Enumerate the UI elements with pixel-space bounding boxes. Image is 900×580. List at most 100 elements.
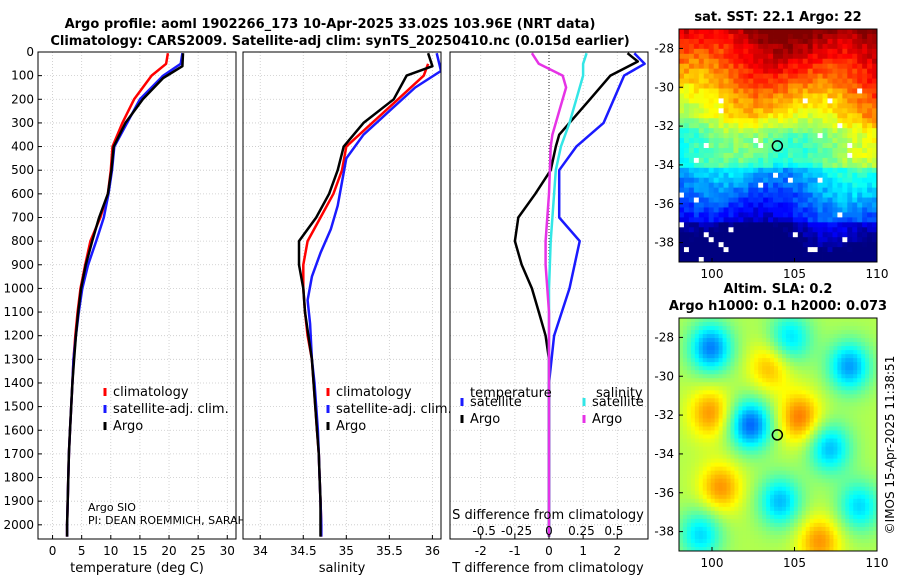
sla-cell [730,346,735,351]
sst-cell [822,88,828,94]
sla-cell [829,382,834,387]
sst-cell [688,78,695,84]
sla-cell [837,398,842,403]
temp-xtick-label: 30 [220,544,235,558]
sla-cell [809,542,815,548]
sla-cell [702,362,708,367]
sla-cell [797,506,803,512]
sst-cell [862,78,868,84]
temp-xtick-label: 20 [161,544,176,558]
sst-cell [683,247,690,253]
sla-cell [726,370,731,375]
sst-cell [758,58,764,65]
sst-cell [847,43,853,50]
sst-cell [763,63,769,70]
sla-cell [770,354,775,359]
sla-cell [778,430,783,435]
sla-cell [710,330,716,335]
sla-cell [817,406,822,411]
sla-cell [758,422,763,427]
sla-cell [726,462,731,468]
sla-cell [865,510,870,516]
sla-cell [734,394,739,399]
sst-cell [837,222,843,228]
sla-cell [781,478,787,484]
sla-cell [758,362,763,367]
sst-cell [733,103,739,109]
sla-cell [781,522,787,528]
sst-cell [763,123,769,129]
sst-cell [733,157,739,164]
sst-cell [852,78,858,84]
sla-cell [857,354,862,359]
sla-cell [774,410,779,415]
sla-cell [718,362,723,367]
sla-cell [690,438,696,443]
sla-cell [845,434,850,439]
sla-cell [809,470,815,476]
sla-cell [774,326,779,331]
sla-cell [821,542,826,548]
sla-cell [821,498,826,504]
sla-cell [738,490,743,496]
sla-cell [738,518,743,524]
sla-cell [706,382,712,387]
sla-cell [845,350,850,355]
sla-cell [758,374,763,379]
sla-cell [682,342,688,347]
sla-cell [710,406,716,411]
sla-cell [797,522,803,528]
sla-cell [833,518,838,524]
sst-cell [867,202,873,208]
sla-cell [706,390,712,395]
sst-cell [693,108,700,114]
sla-cell [845,334,850,339]
sla-cell [738,434,743,439]
sla-cell [793,458,799,464]
sla-cell [714,470,719,476]
sst-cell [679,33,685,40]
sst-cell [763,162,769,169]
sst-cell [787,103,794,109]
sla-cell [817,498,822,504]
sla-cell [694,486,700,492]
sla-cell [861,466,866,472]
sst-cell [782,93,789,99]
sst-cell [758,93,764,99]
sla-cell [710,414,716,419]
sst-cell [698,103,705,109]
sla-cell [686,326,692,331]
sla-cell [805,482,811,488]
sst-cell [693,43,700,50]
sla-cell [710,490,716,496]
sst-cell [812,128,818,134]
sla-cell [789,426,795,431]
sla-cell [793,326,799,331]
sst-cell [693,242,700,248]
sla-cell [722,330,727,335]
sla-cell [706,458,712,464]
sla-cell [817,342,822,347]
sla-cell [750,338,755,343]
sla-cell [710,446,716,451]
sla-cell [833,522,838,528]
sla-cell [714,546,719,551]
sst-cell [738,177,744,184]
sla-cell [686,450,692,455]
sla-cell [845,422,850,427]
sla-cell [750,446,755,451]
sla-cell [861,426,866,431]
sst-cell [797,237,804,243]
sst-cell [778,138,784,144]
sst-cell [763,48,769,55]
sst-cell [852,202,858,208]
sst-cell [792,197,799,203]
sla-cell [789,530,795,536]
sla-cell [813,422,818,427]
sla-cell [813,506,818,512]
sla-cell [702,354,708,359]
sst-cell [842,38,848,45]
sla-cell [766,514,771,520]
sst-cell [753,172,759,179]
sst-cell [708,83,715,89]
